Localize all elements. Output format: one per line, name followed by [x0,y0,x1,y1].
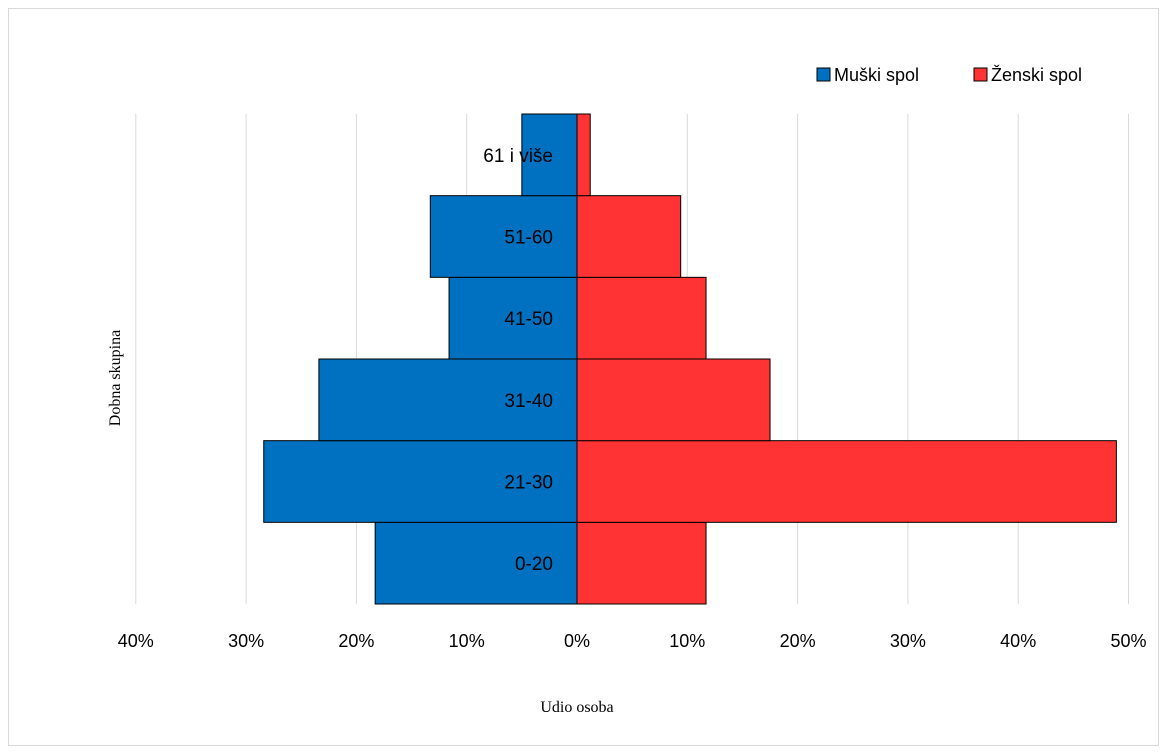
legend-label-male: Muški spol [834,65,919,85]
category-label: 41-50 [504,309,553,330]
bar-female [576,195,682,278]
x-tick-label: 0% [564,631,590,651]
bar-male [374,521,578,605]
x-axis-title: Udio osoba [540,699,613,716]
x-tick-label: 30% [228,631,264,651]
x-tick-label: 30% [890,631,926,651]
bar-female [576,440,1117,523]
x-tick-label: 10% [449,631,485,651]
x-tick-label: 40% [118,631,154,651]
x-tick-labels: 40% 30% 20% 10% 0% 10% 20% 30% 40% 50% [118,631,1147,651]
legend-swatch-male [816,67,831,82]
bar-male [318,358,578,442]
legend-swatch-female [973,67,988,82]
category-label: 21-30 [504,473,553,494]
bar-female [576,521,707,605]
category-labels: 0-20 21-30 31-40 41-50 51-60 61 i više [483,146,553,575]
x-tick-label: 50% [1110,631,1146,651]
category-label: 0-20 [515,554,553,575]
y-axis-title: Dobna skupina [107,330,124,426]
legend: Muški spol Ženski spol [816,65,1082,85]
bar-male [448,276,578,360]
bar-female [576,358,771,442]
x-tick-label: 20% [338,631,374,651]
category-label: 61 i više [483,146,553,167]
bar-female [576,113,591,197]
bars [263,113,1117,605]
bar-female [576,276,707,360]
category-label: 51-60 [504,228,553,249]
legend-label-female: Ženski spol [991,65,1082,85]
x-tick-label: 20% [780,631,816,651]
x-tick-label: 40% [1000,631,1036,651]
bar-male [429,195,578,278]
bar-male [263,440,578,523]
bar-male [521,113,578,197]
category-label: 31-40 [504,391,553,412]
x-tick-label: 10% [669,631,705,651]
